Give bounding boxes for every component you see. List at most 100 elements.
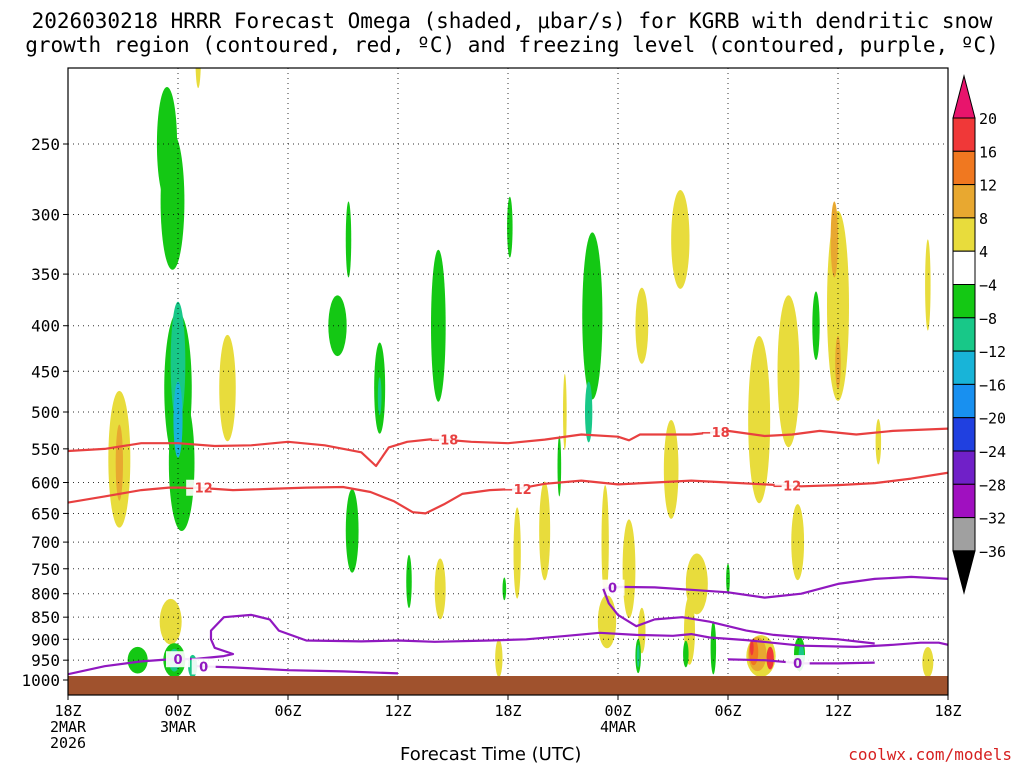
credit-link[interactable]: coolwx.com/models [848, 745, 1012, 764]
omega-cell [685, 553, 708, 615]
plot-border [67, 67, 949, 696]
colorbar-label: 8 [979, 210, 988, 228]
colorbar-swatch [952, 550, 976, 595]
colorbar-swatch [952, 117, 976, 152]
isotherm-label-bg [186, 479, 211, 496]
omega-cell [502, 577, 507, 601]
freezing-level-line [196, 665, 399, 675]
y-tick-label: 650 [31, 504, 60, 523]
omega-cell [622, 519, 636, 619]
colorbar-swatch [952, 417, 976, 452]
x-tick-label: 18Z [54, 702, 81, 720]
y-tick-label: 550 [31, 440, 60, 459]
omega-cell [671, 190, 690, 289]
ground-fill [68, 676, 948, 695]
omega-cell [406, 554, 412, 609]
omega-cell [539, 481, 551, 581]
omega-cell [922, 646, 934, 678]
omega-cell [791, 504, 805, 581]
omega-cell [159, 598, 182, 645]
omega-cell [195, 68, 201, 89]
omega-cell [597, 595, 617, 649]
freezing-level-label: 0 [173, 653, 182, 668]
omega-cell [812, 291, 820, 360]
omega-cell [160, 132, 185, 270]
omega-cell [835, 335, 841, 390]
x-tick-label: 2MAR [50, 718, 87, 736]
freezing-level-line [603, 575, 948, 599]
colorbar-swatch [952, 217, 976, 252]
colorbar-label: −28 [979, 476, 1006, 494]
omega-cell [557, 435, 562, 497]
y-tick-label: 850 [31, 608, 60, 627]
y-tick-label: 900 [31, 630, 60, 649]
colorbar-swatch [952, 317, 976, 352]
colorbar-label: 4 [979, 243, 988, 261]
omega-cell [582, 232, 603, 400]
colorbar-label: −12 [979, 343, 1006, 361]
colorbar-swatch [952, 350, 976, 385]
axis-layer: 250 300 350 400 450 500 550 600 650 700 750 800 850 9… [21, 135, 961, 752]
x-tick-label: 06Z [274, 702, 301, 720]
x-axis-label: Forecast Time (UTC) [400, 744, 582, 765]
colorbar-label: 20 [979, 110, 997, 128]
x-tick-label: 2026 [50, 734, 86, 752]
grid-layer [67, 68, 949, 695]
colorbar-label: 16 [979, 143, 997, 161]
omega-shading-layer [108, 68, 934, 678]
freezing-level-label: 0 [199, 660, 208, 675]
colorbar-swatch [952, 284, 976, 319]
colorbar-swatch [952, 184, 976, 219]
omega-cell [328, 295, 347, 357]
omega-cell [830, 201, 838, 278]
omega-cell [495, 639, 503, 678]
colorbar-label: −8 [979, 310, 997, 328]
ground-layer [68, 676, 948, 695]
colorbar-swatch [952, 450, 976, 485]
colorbar-label: −24 [979, 443, 1006, 461]
x-tick-label: 12Z [824, 702, 851, 720]
plot-frame [67, 67, 949, 696]
freezing-level-line [68, 613, 948, 676]
x-tick-label: 18Z [494, 702, 521, 720]
colorbar-label: −16 [979, 376, 1006, 394]
omega-cell [750, 640, 754, 656]
isotherm-label: −12 [772, 480, 801, 495]
omega-cell [636, 644, 640, 668]
isotherm--18 [68, 427, 948, 468]
colorbar-swatch [952, 483, 976, 519]
colorbar-swatch [952, 250, 976, 285]
omega-cell [875, 418, 882, 465]
x-tick-label: 3MAR [160, 718, 197, 736]
freezing-level-line [602, 588, 875, 645]
y-tick-label: 1000 [21, 671, 60, 690]
isotherm-label: −18 [429, 434, 458, 449]
x-tick-label: 18Z [934, 702, 961, 720]
isotherm-label-bg [703, 424, 728, 441]
omega-cell [345, 489, 359, 573]
colorbar-label: 12 [979, 177, 997, 195]
omega-cell [127, 646, 148, 674]
chart-title-line-1: 2026030218 HRRR Forecast Omega (shaded, … [31, 9, 993, 33]
freezing-level-label-bg [191, 658, 216, 675]
omega-cell [434, 558, 446, 620]
colorbar-swatch [952, 74, 976, 119]
omega-cell [513, 507, 521, 599]
omega-cell [170, 301, 186, 424]
isotherm-label-bg [431, 431, 456, 448]
chart-title-line-2: growth region (contoured, red, ºC) and f… [25, 33, 999, 57]
y-tick-label: 800 [31, 585, 60, 604]
x-tick-label: 4MAR [600, 718, 637, 736]
omega-cell [115, 424, 124, 501]
colorbar-label: −32 [979, 510, 1006, 528]
omega-cell [710, 621, 717, 675]
x-tick-label: 06Z [714, 702, 741, 720]
y-tick-label: 350 [31, 265, 60, 284]
omega-cell [507, 196, 513, 258]
colorbar-swatch [952, 517, 976, 552]
freezing-level-label-bg [600, 579, 625, 596]
isotherm-label: −12 [184, 482, 213, 497]
omega-cell [638, 607, 646, 654]
freezing-level-label-bg [166, 651, 190, 668]
